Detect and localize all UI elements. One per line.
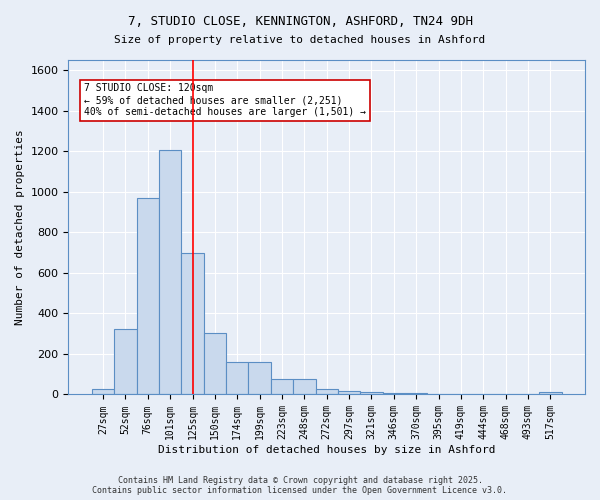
Bar [539, 392, 562, 394]
Bar [293, 380, 316, 394]
Bar [204, 332, 226, 394]
Y-axis label: Number of detached properties: Number of detached properties [15, 130, 25, 325]
Bar [226, 362, 248, 394]
Bar [248, 362, 271, 394]
Bar [181, 252, 204, 394]
Bar [316, 390, 338, 394]
X-axis label: Distribution of detached houses by size in Ashford: Distribution of detached houses by size … [158, 445, 496, 455]
Bar [271, 380, 293, 394]
Text: 7, STUDIO CLOSE, KENNINGTON, ASHFORD, TN24 9DH: 7, STUDIO CLOSE, KENNINGTON, ASHFORD, TN… [128, 15, 473, 28]
Bar [159, 150, 181, 394]
Bar [360, 392, 383, 394]
Bar [114, 328, 137, 394]
Text: Size of property relative to detached houses in Ashford: Size of property relative to detached ho… [115, 35, 485, 45]
Text: 7 STUDIO CLOSE: 120sqm
← 59% of detached houses are smaller (2,251)
40% of semi-: 7 STUDIO CLOSE: 120sqm ← 59% of detached… [84, 84, 366, 116]
Bar [92, 390, 114, 394]
Bar [137, 198, 159, 394]
Text: Contains HM Land Registry data © Crown copyright and database right 2025.
Contai: Contains HM Land Registry data © Crown c… [92, 476, 508, 495]
Bar [338, 392, 360, 394]
